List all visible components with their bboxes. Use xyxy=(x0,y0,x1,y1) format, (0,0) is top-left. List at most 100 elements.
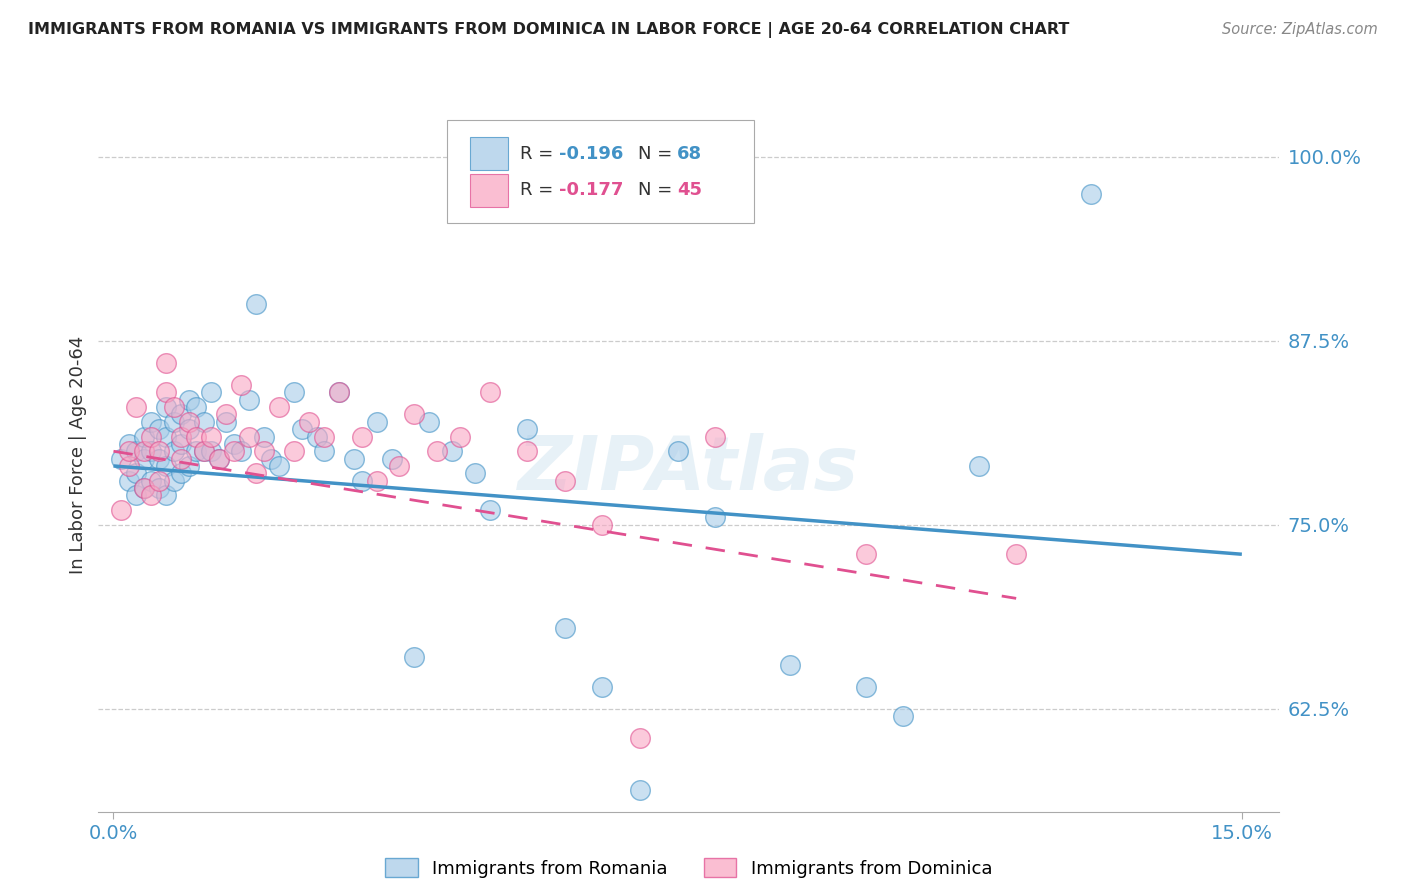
Point xyxy=(238,392,260,407)
Point xyxy=(177,458,200,473)
Point xyxy=(132,444,155,458)
Point xyxy=(404,650,426,665)
Point xyxy=(440,444,463,458)
Point xyxy=(222,444,245,458)
Point xyxy=(478,385,501,400)
Text: R =: R = xyxy=(520,145,560,162)
Point xyxy=(132,429,155,443)
Text: N =: N = xyxy=(638,145,678,162)
Point xyxy=(855,680,877,694)
Text: IMMIGRANTS FROM ROMANIA VS IMMIGRANTS FROM DOMINICA IN LABOR FORCE | AGE 20-64 C: IMMIGRANTS FROM ROMANIA VS IMMIGRANTS FR… xyxy=(28,22,1070,38)
Point xyxy=(186,400,208,414)
Point xyxy=(125,467,148,481)
Point xyxy=(193,444,215,458)
Point xyxy=(139,474,162,488)
Point xyxy=(381,451,404,466)
Point xyxy=(260,451,283,466)
Point xyxy=(170,451,193,466)
Point xyxy=(200,444,222,458)
Point xyxy=(148,422,170,436)
Point xyxy=(1005,547,1028,561)
Text: R =: R = xyxy=(520,181,560,199)
Text: -0.196: -0.196 xyxy=(560,145,623,162)
Point xyxy=(139,488,162,502)
Point xyxy=(628,782,651,797)
Point xyxy=(418,415,440,429)
Point xyxy=(891,709,914,723)
Point xyxy=(704,510,727,524)
Point xyxy=(148,444,170,458)
Point xyxy=(290,422,312,436)
Point xyxy=(117,458,139,473)
Point xyxy=(155,356,177,370)
Point xyxy=(328,385,350,400)
Point xyxy=(208,451,231,466)
Point xyxy=(231,378,253,392)
Point xyxy=(170,408,193,422)
Point xyxy=(253,444,276,458)
Point xyxy=(163,474,186,488)
Point xyxy=(125,400,148,414)
Y-axis label: In Labor Force | Age 20-64: In Labor Force | Age 20-64 xyxy=(69,335,87,574)
Point xyxy=(628,731,651,746)
Point xyxy=(478,503,501,517)
Text: 68: 68 xyxy=(678,145,702,162)
Point xyxy=(464,467,486,481)
Point xyxy=(591,517,613,532)
Point xyxy=(177,392,200,407)
Point xyxy=(215,408,238,422)
Point xyxy=(305,429,328,443)
FancyBboxPatch shape xyxy=(447,120,754,223)
Point xyxy=(298,415,321,429)
Point xyxy=(245,297,267,311)
Point xyxy=(125,488,148,502)
FancyBboxPatch shape xyxy=(471,137,508,170)
Point xyxy=(186,444,208,458)
Point xyxy=(110,451,132,466)
Point xyxy=(163,415,186,429)
Point xyxy=(132,481,155,495)
Point xyxy=(110,503,132,517)
Point xyxy=(366,415,388,429)
Point xyxy=(200,385,222,400)
Point xyxy=(231,444,253,458)
Point xyxy=(148,474,170,488)
Point xyxy=(155,385,177,400)
Point xyxy=(267,400,290,414)
Point xyxy=(554,621,576,635)
Point xyxy=(253,429,276,443)
Point xyxy=(132,481,155,495)
Point xyxy=(163,400,186,414)
Point xyxy=(855,547,877,561)
Point xyxy=(155,400,177,414)
Point xyxy=(215,415,238,429)
Point xyxy=(238,429,260,443)
Text: N =: N = xyxy=(638,181,678,199)
Point xyxy=(177,415,200,429)
Point xyxy=(404,408,426,422)
Point xyxy=(148,481,170,495)
Point xyxy=(222,437,245,451)
Point xyxy=(350,429,373,443)
Point xyxy=(117,474,139,488)
Point xyxy=(554,474,576,488)
FancyBboxPatch shape xyxy=(471,174,508,207)
Point xyxy=(163,444,186,458)
Text: ZIPAtlas: ZIPAtlas xyxy=(519,433,859,506)
Point xyxy=(155,488,177,502)
Point xyxy=(132,451,155,466)
Point xyxy=(449,429,471,443)
Point xyxy=(516,422,538,436)
Point xyxy=(245,467,267,481)
Point xyxy=(516,444,538,458)
Point xyxy=(283,444,305,458)
Point xyxy=(283,385,305,400)
Point xyxy=(1080,186,1102,201)
Point xyxy=(267,458,290,473)
Point xyxy=(186,429,208,443)
Point xyxy=(314,429,336,443)
Point xyxy=(193,415,215,429)
Point xyxy=(366,474,388,488)
Point xyxy=(314,444,336,458)
Point xyxy=(343,451,366,466)
